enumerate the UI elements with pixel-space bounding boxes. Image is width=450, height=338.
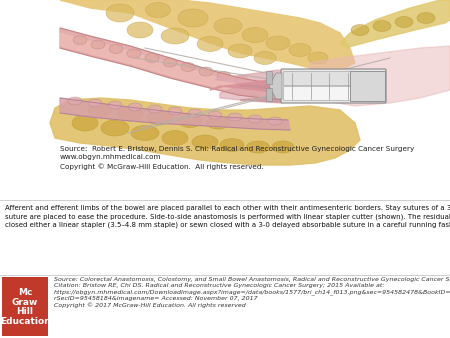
- Ellipse shape: [145, 53, 159, 63]
- Ellipse shape: [117, 107, 143, 121]
- Ellipse shape: [207, 117, 230, 129]
- Text: Source: Colorectal Anastomosis, Colostomy, and Small Bowel Anastomosis, Radical : Source: Colorectal Anastomosis, Colostom…: [54, 277, 450, 308]
- Ellipse shape: [127, 49, 141, 58]
- Ellipse shape: [220, 139, 244, 151]
- Polygon shape: [60, 98, 290, 130]
- Ellipse shape: [68, 97, 82, 105]
- Ellipse shape: [109, 45, 123, 53]
- Ellipse shape: [128, 103, 142, 111]
- Ellipse shape: [197, 37, 223, 51]
- Polygon shape: [215, 70, 305, 88]
- Ellipse shape: [188, 109, 202, 117]
- Ellipse shape: [131, 125, 159, 141]
- Ellipse shape: [73, 35, 87, 45]
- FancyBboxPatch shape: [281, 69, 386, 103]
- Ellipse shape: [148, 105, 162, 113]
- Ellipse shape: [242, 27, 268, 43]
- Ellipse shape: [127, 22, 153, 38]
- Ellipse shape: [108, 101, 122, 109]
- Ellipse shape: [72, 115, 98, 131]
- Polygon shape: [220, 80, 310, 103]
- Polygon shape: [266, 71, 272, 84]
- Ellipse shape: [271, 85, 285, 94]
- Ellipse shape: [199, 67, 213, 76]
- Ellipse shape: [235, 76, 249, 85]
- Ellipse shape: [178, 115, 202, 127]
- Polygon shape: [60, 28, 295, 100]
- Polygon shape: [240, 99, 292, 102]
- Ellipse shape: [272, 141, 294, 153]
- Ellipse shape: [228, 113, 242, 121]
- Polygon shape: [340, 0, 450, 48]
- Polygon shape: [50, 98, 360, 165]
- Ellipse shape: [253, 80, 267, 90]
- Polygon shape: [266, 88, 272, 101]
- Polygon shape: [210, 80, 295, 93]
- Ellipse shape: [395, 17, 413, 27]
- Ellipse shape: [161, 28, 189, 44]
- Ellipse shape: [208, 111, 222, 119]
- Polygon shape: [305, 46, 450, 106]
- Ellipse shape: [351, 24, 369, 35]
- Ellipse shape: [168, 107, 182, 115]
- Ellipse shape: [417, 13, 435, 24]
- Polygon shape: [240, 85, 292, 91]
- Ellipse shape: [178, 9, 208, 27]
- Ellipse shape: [181, 63, 195, 72]
- Text: Afferent and efferent limbs of the bowel are placed parallel to each other with : Afferent and efferent limbs of the bowel…: [5, 205, 450, 228]
- Bar: [2, 277, 48, 336]
- Ellipse shape: [254, 51, 276, 65]
- Ellipse shape: [266, 36, 290, 50]
- Ellipse shape: [163, 58, 177, 67]
- Ellipse shape: [147, 111, 173, 125]
- Ellipse shape: [91, 40, 105, 49]
- Polygon shape: [60, 0, 355, 70]
- Ellipse shape: [145, 2, 171, 18]
- Ellipse shape: [88, 99, 102, 107]
- Ellipse shape: [88, 103, 112, 117]
- Ellipse shape: [373, 21, 391, 31]
- Bar: [350, 71, 385, 101]
- Ellipse shape: [308, 52, 328, 64]
- Ellipse shape: [192, 135, 218, 149]
- Ellipse shape: [106, 4, 134, 22]
- Ellipse shape: [248, 115, 262, 123]
- Ellipse shape: [214, 18, 242, 34]
- Ellipse shape: [217, 72, 231, 80]
- Ellipse shape: [247, 141, 270, 153]
- Polygon shape: [269, 73, 282, 99]
- Ellipse shape: [101, 120, 129, 136]
- Ellipse shape: [162, 130, 188, 145]
- Text: Source:  Robert E. Bristow, Dennis S. Chi: Radical and Reconstructive Gynecologi: Source: Robert E. Bristow, Dennis S. Chi…: [60, 146, 414, 170]
- Ellipse shape: [289, 44, 311, 56]
- FancyBboxPatch shape: [284, 87, 352, 100]
- Ellipse shape: [228, 44, 252, 58]
- Text: Mc
Graw
Hill
Education: Mc Graw Hill Education: [0, 288, 50, 326]
- Ellipse shape: [268, 117, 282, 125]
- FancyBboxPatch shape: [284, 72, 352, 86]
